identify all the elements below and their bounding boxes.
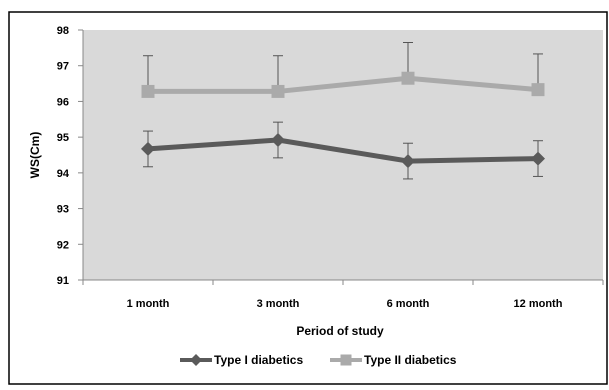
x-axis-label: Period of study: [296, 324, 384, 338]
y-tick-label: 98: [57, 25, 69, 37]
y-tick-label: 96: [57, 96, 69, 108]
series-point: [531, 151, 545, 166]
x-tick-label: 3 month: [257, 298, 300, 310]
y-tick-label: 91: [57, 275, 69, 287]
series-point: [531, 83, 545, 97]
series-layer: [141, 42, 545, 180]
series-point: [190, 354, 202, 366]
y-tick-label: 92: [57, 239, 69, 251]
series-2: [141, 42, 545, 98]
series-point: [401, 71, 415, 85]
y-axis-ticks: 91 92 93 94 95 96 97 98: [57, 25, 83, 287]
y-tick-label: 94: [57, 168, 70, 180]
y-axis-label: WS(Cm): [28, 132, 42, 179]
x-tick-label: 1 month: [127, 298, 170, 310]
series-line: [148, 75, 539, 94]
series-point: [401, 154, 415, 169]
series-point: [340, 354, 352, 366]
x-tick-label: 6 month: [387, 298, 430, 310]
y-tick-label: 97: [57, 61, 69, 73]
series-point: [271, 84, 285, 98]
series-point: [141, 141, 155, 156]
series-point: [141, 84, 155, 98]
legend-label: Type I diabetics: [214, 353, 303, 367]
plot-area: [83, 30, 603, 280]
y-tick-label: 93: [57, 204, 69, 216]
legend: Type I diabetics Type II diabetics: [180, 353, 457, 367]
series-point: [271, 133, 285, 147]
x-axis-ticks: 1 month 3 month 6 month 12 month: [82, 280, 604, 310]
y-tick-label: 95: [57, 132, 69, 144]
series-1: [141, 121, 545, 180]
series-line: [147, 137, 539, 164]
x-tick-label: 12 month: [514, 298, 563, 310]
legend-label: Type II diabetics: [364, 353, 457, 367]
